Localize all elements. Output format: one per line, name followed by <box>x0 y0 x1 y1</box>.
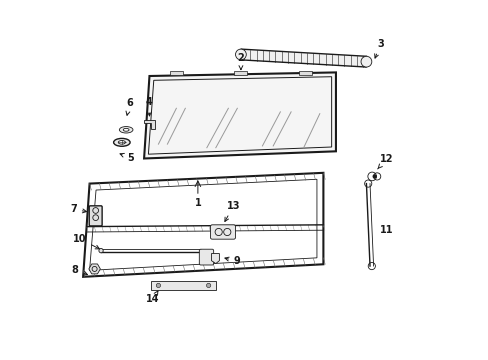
Text: 6: 6 <box>126 99 133 115</box>
Circle shape <box>206 283 210 288</box>
Polygon shape <box>211 253 219 264</box>
Polygon shape <box>144 120 155 129</box>
Text: 7: 7 <box>70 204 86 214</box>
Polygon shape <box>89 264 100 274</box>
Polygon shape <box>241 49 366 67</box>
Text: 8: 8 <box>71 265 87 275</box>
Text: 13: 13 <box>224 201 240 221</box>
Text: 10: 10 <box>73 234 99 249</box>
FancyBboxPatch shape <box>210 225 235 239</box>
Text: 3: 3 <box>374 39 384 58</box>
Text: 4: 4 <box>146 98 153 116</box>
Polygon shape <box>83 173 323 277</box>
FancyBboxPatch shape <box>199 249 213 265</box>
Text: 2: 2 <box>237 53 244 69</box>
Text: 14: 14 <box>146 291 160 304</box>
Text: 11: 11 <box>379 225 393 235</box>
Ellipse shape <box>119 127 133 133</box>
Text: 9: 9 <box>224 256 240 266</box>
FancyBboxPatch shape <box>298 71 311 75</box>
Circle shape <box>156 283 160 288</box>
Ellipse shape <box>113 138 130 146</box>
FancyBboxPatch shape <box>234 71 247 75</box>
Polygon shape <box>144 72 335 158</box>
Circle shape <box>372 175 375 178</box>
Text: 1: 1 <box>194 198 201 208</box>
Ellipse shape <box>118 140 125 144</box>
Circle shape <box>99 248 103 253</box>
FancyBboxPatch shape <box>89 206 102 226</box>
FancyBboxPatch shape <box>151 281 215 290</box>
Circle shape <box>360 56 371 67</box>
FancyBboxPatch shape <box>169 71 183 75</box>
Text: 5: 5 <box>120 153 134 163</box>
Text: 12: 12 <box>377 154 392 169</box>
Circle shape <box>235 49 246 60</box>
Ellipse shape <box>123 129 129 131</box>
